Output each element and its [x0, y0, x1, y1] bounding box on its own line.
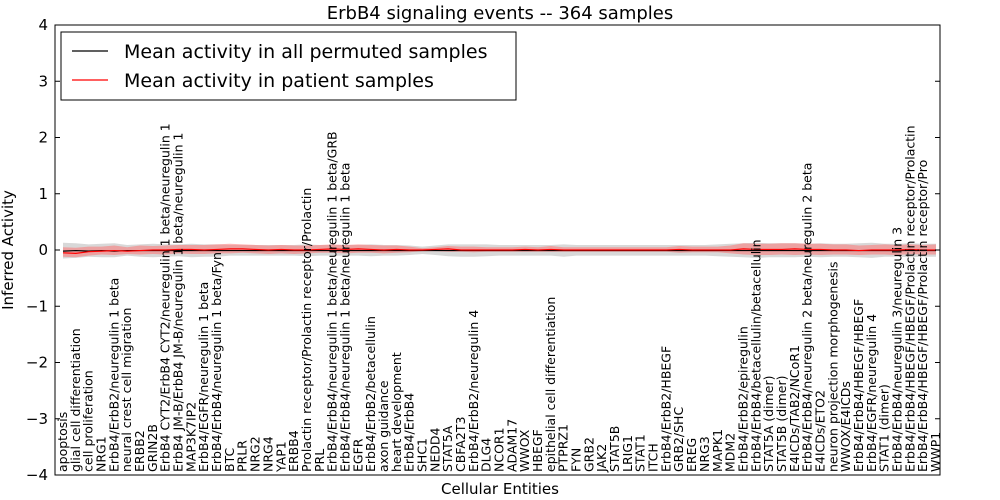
x-category-label: JAK2	[594, 444, 609, 473]
x-category-label: NCOR1	[492, 427, 507, 472]
x-category-label: HBEGF	[530, 429, 545, 472]
y-tick-label: 4	[38, 16, 48, 34]
x-category-label: ErbB4/ErbB2/neuregulin 1 beta	[106, 278, 121, 472]
x-category-label: ErbB4/EGFR/neuregulin 4	[864, 314, 879, 472]
x-category-label: ErbB4/ErbB4/neuregulin 1 beta/neuregulin…	[337, 163, 352, 472]
x-axis-label: Cellular Entities	[441, 480, 559, 498]
y-tick-label: 2	[38, 129, 48, 147]
y-tick-label: −4	[26, 466, 48, 484]
x-category-label: LRIG1	[620, 435, 635, 472]
x-category-label: ErbB4 JM-B/ErbB4 JM-B/neuregulin 1 beta/…	[171, 133, 186, 472]
line-series-1	[62, 248, 936, 254]
legend: Mean activity in all permuted samples Me…	[60, 31, 517, 101]
x-category-label: ErbB4/ErbB4/HBEGF/HBEGF/Prolactin recept…	[915, 160, 930, 472]
x-category-label: ErbB4 CYT2/ErbB4 CYT2/neuregulin 1 beta/…	[158, 123, 173, 472]
x-category-label: GRB2	[581, 437, 596, 472]
x-category-label: GRIN2B	[145, 424, 160, 472]
x-category-label: EREG	[684, 438, 699, 472]
x-category-label: ErbB4/ErbB4/neuregulin 2 beta/neuregulin…	[800, 163, 815, 472]
x-category-label: Prolactin receptor/Prolactin receptor/Pr…	[299, 188, 314, 472]
x-category-label: ERBB4	[286, 430, 301, 472]
y-axis-ticks: −4 −3 −2 −1 0 1 2 3 4	[26, 16, 940, 484]
x-category-label: ErbB4/ErbB4	[402, 393, 417, 472]
x-category-label: NEDD4	[427, 428, 442, 472]
x-category-label: FYN	[569, 448, 584, 472]
y-tick-label: −3	[26, 410, 48, 428]
legend-label-patient: Mean activity in patient samples	[124, 70, 434, 92]
x-category-label: NRG3	[697, 436, 712, 472]
y-tick-label: 3	[38, 72, 48, 90]
x-category-label: YAP1	[273, 441, 288, 473]
x-category-label: ErbB4/EGFR/neuregulin 1 beta	[196, 282, 211, 472]
x-category-label: ErbB4/ErbB2/epiregulin	[735, 326, 750, 472]
x-category-label: DLG4	[479, 438, 494, 472]
x-category-label: neural crest cell migration	[119, 308, 134, 472]
x-category-label: PTPRZ1	[556, 424, 571, 472]
y-tick-label: 0	[38, 241, 48, 259]
x-category-label: WWP1	[928, 432, 943, 472]
x-category-label: apoptosis	[55, 412, 70, 472]
y-axis-label: Inferred Activity	[0, 190, 17, 310]
x-category-label: ERBB2	[132, 430, 147, 472]
x-category-label: ErbB4/ErbB4/betacellulin/betacellulin	[748, 239, 763, 472]
x-category-label: NRG1	[94, 436, 109, 472]
series-lines	[62, 248, 936, 254]
x-category-label: cell proliferation	[81, 370, 96, 472]
x-category-label: STAT1	[633, 434, 648, 472]
x-category-label: PRLR	[235, 440, 250, 472]
x-category-label: ErbB4/ErbB2/betacellulin	[363, 316, 378, 472]
x-category-label: NRG2	[248, 436, 263, 472]
y-tick-label: −1	[26, 297, 48, 315]
x-category-label: STAT5B	[607, 426, 622, 472]
x-category-label: STAT1 (dimer)	[877, 384, 892, 472]
x-category-label: glial cell differentiation	[68, 328, 83, 472]
x-category-label: WWOX/E4ICDs	[838, 381, 853, 472]
x-category-label: WWOX	[517, 429, 532, 472]
x-category-label: ErbB4/ErbB4/neuregulin 1 beta/Fyn	[209, 252, 224, 472]
x-category-label: PRL	[312, 449, 327, 472]
x-category-label: ErbB4/ErbB4/HBEGF/HBEGF	[851, 299, 866, 472]
x-category-label: axon guidance	[376, 380, 391, 472]
x-category-label: SHC1	[414, 438, 429, 472]
x-category-label: epithelial cell differentiation	[543, 297, 558, 472]
x-category-label: EGFR	[350, 438, 365, 472]
x-category-label: GRB2/SHC	[671, 407, 686, 472]
x-category-label: MDM2	[723, 433, 738, 472]
x-category-label: CBFA2T3	[453, 417, 468, 472]
x-category-label: STAT5A	[440, 425, 455, 472]
x-category-label: MAPK1	[710, 429, 725, 472]
chart-title: ErbB4 signaling events -- 364 samples	[327, 3, 674, 24]
legend-frame	[60, 31, 517, 101]
x-category-label: ITCH	[646, 443, 661, 472]
legend-label-permuted: Mean activity in all permuted samples	[124, 41, 487, 63]
x-category-label: ErbB4/ErbB4/neuregulin 1 beta/neuregulin…	[325, 131, 340, 472]
y-tick-label: 1	[38, 185, 48, 203]
x-category-label: STAT5B (dimer)	[774, 376, 789, 472]
y-tick-label: −2	[26, 354, 48, 372]
x-category-label: STAT5A (dimer)	[761, 376, 776, 472]
x-category-label: ErbB4/ErbB2/neuregulin 4	[466, 310, 481, 472]
x-category-label: ErbB4/ErbB4/neuregulin 3/neuregulin 3	[889, 227, 904, 472]
x-category-label: ErbB4/ErbB4/HBEGF/HBEGF/Prolactin recept…	[902, 125, 917, 472]
x-category-label: E4ICDs/ETO2	[812, 390, 827, 472]
x-category-label: ADAM17	[504, 419, 519, 472]
x-category-label: heart development	[389, 352, 404, 472]
x-category-label: ErbB4/ErbB2/HBEGF	[658, 346, 673, 472]
x-category-label: neuron projection morphogenesis	[825, 261, 840, 472]
x-category-label: BTC	[222, 448, 237, 472]
x-category-label: MAP3K7IP2	[183, 402, 198, 472]
x-category-label: E4ICDs/TAB2/NCoR1	[787, 345, 802, 472]
x-category-label: NRG4	[260, 436, 275, 472]
